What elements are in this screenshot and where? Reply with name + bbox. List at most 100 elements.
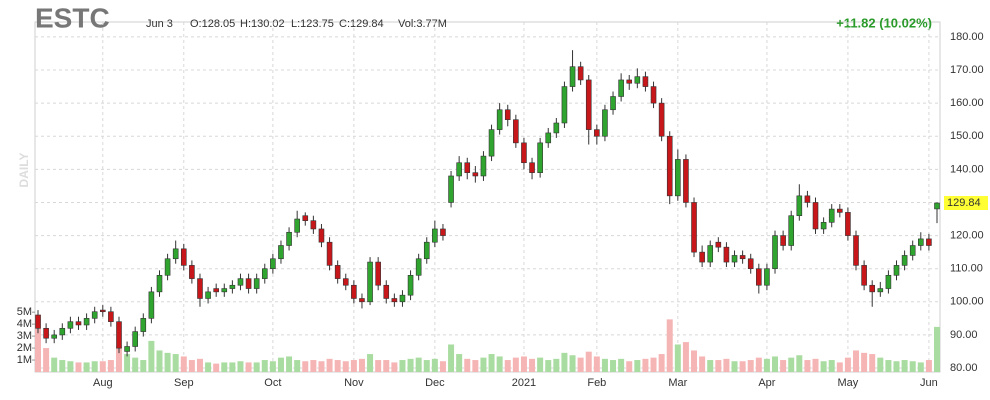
candle-body <box>132 331 138 347</box>
plot-frame <box>34 21 941 373</box>
volume-bar <box>261 360 268 372</box>
candle-body <box>756 268 762 286</box>
candle-body <box>440 228 446 236</box>
volume-bar <box>99 361 106 372</box>
candle-body <box>172 248 179 260</box>
candle-body <box>237 278 244 286</box>
candle-body <box>626 79 633 84</box>
volume-bar <box>909 361 916 372</box>
volume-tick-label: 4M <box>17 318 32 330</box>
volume-bar <box>83 362 90 372</box>
candle-body <box>270 258 276 269</box>
volume-tick-label: 3M <box>17 330 32 342</box>
candle-body <box>286 231 292 246</box>
volume-bar <box>691 350 698 372</box>
volume-bar <box>35 314 41 372</box>
volume-bar <box>634 360 641 372</box>
candle-body <box>197 278 203 299</box>
volume-bar <box>423 360 430 372</box>
volume-bar <box>739 361 746 372</box>
candle-body <box>561 86 568 124</box>
candle-body <box>853 235 859 266</box>
volume-bar <box>456 354 463 372</box>
candle-body <box>67 321 74 329</box>
candle-body <box>35 314 41 329</box>
volume-bar <box>520 356 527 372</box>
x-tick-label: 2021 <box>512 377 536 389</box>
candle-body <box>180 248 187 266</box>
volume-bar <box>124 354 131 372</box>
candle-body <box>399 294 406 303</box>
candle-body <box>464 162 471 173</box>
candle-body <box>140 318 147 332</box>
candle-body <box>359 298 365 303</box>
candle-body <box>423 241 430 260</box>
candle-body <box>334 265 341 279</box>
x-tick-label: Jun <box>920 377 938 389</box>
candle-body <box>91 311 98 319</box>
candle-body <box>901 255 908 266</box>
candle-body <box>302 215 309 221</box>
volume-bar <box>577 357 584 372</box>
volume-bar <box>755 357 762 372</box>
candle-body <box>116 321 122 349</box>
candle-body <box>261 268 268 279</box>
volume-bar <box>448 344 455 372</box>
candle-body <box>521 142 527 164</box>
candle-body <box>747 258 754 269</box>
volume-bar <box>302 361 309 372</box>
volume-bar <box>59 360 66 372</box>
volume-bar <box>674 344 681 372</box>
candle-body <box>618 79 624 97</box>
volume-bar <box>828 360 835 372</box>
volume-bar <box>221 362 228 372</box>
volume-bar <box>512 357 519 372</box>
ticker: ESTC <box>35 2 110 33</box>
candle-body <box>148 291 155 319</box>
candle-body <box>683 159 689 203</box>
volume-bar <box>253 362 260 372</box>
candle-body <box>448 175 454 203</box>
candle-body <box>545 132 552 144</box>
volume-bar <box>164 352 171 372</box>
volume-bar <box>650 357 657 372</box>
y-tick-label: 180.00 <box>950 31 984 43</box>
volume-bar <box>75 362 82 372</box>
candle-body <box>51 334 57 339</box>
volume-bar <box>666 319 673 372</box>
x-tick-label: Nov <box>344 377 364 389</box>
volume-bar <box>399 360 406 372</box>
volume-bar <box>367 354 374 372</box>
volume-bar <box>464 358 471 372</box>
volume-bar <box>180 356 187 372</box>
volume-bar <box>877 357 884 372</box>
candle-body <box>845 212 851 236</box>
volume-bar <box>901 360 908 372</box>
volume-bar <box>772 356 779 372</box>
volume-bar <box>707 360 714 372</box>
volume-bar <box>885 360 892 372</box>
x-tick-label: Apr <box>758 377 775 389</box>
candle-body <box>59 327 66 336</box>
volume-bar <box>439 361 446 372</box>
candle-body <box>326 241 333 266</box>
candle-body <box>496 109 503 130</box>
volume-bar <box>626 361 633 372</box>
x-tick-label: Feb <box>587 377 606 389</box>
candle-body <box>253 278 260 289</box>
candle-body <box>731 255 738 263</box>
volume-bar <box>358 358 365 372</box>
volume-bar <box>43 348 50 372</box>
volume-bar <box>229 362 236 372</box>
volume-bar <box>237 361 244 372</box>
volume-bar <box>407 358 414 372</box>
candle-body <box>407 275 414 296</box>
candle-body <box>699 251 705 263</box>
candle-body <box>918 238 924 246</box>
candle-body <box>602 109 608 137</box>
candle-body <box>585 79 592 130</box>
volume-bar <box>715 360 722 372</box>
candle-body <box>124 346 130 352</box>
volume-tick-label: 5M <box>17 306 32 318</box>
